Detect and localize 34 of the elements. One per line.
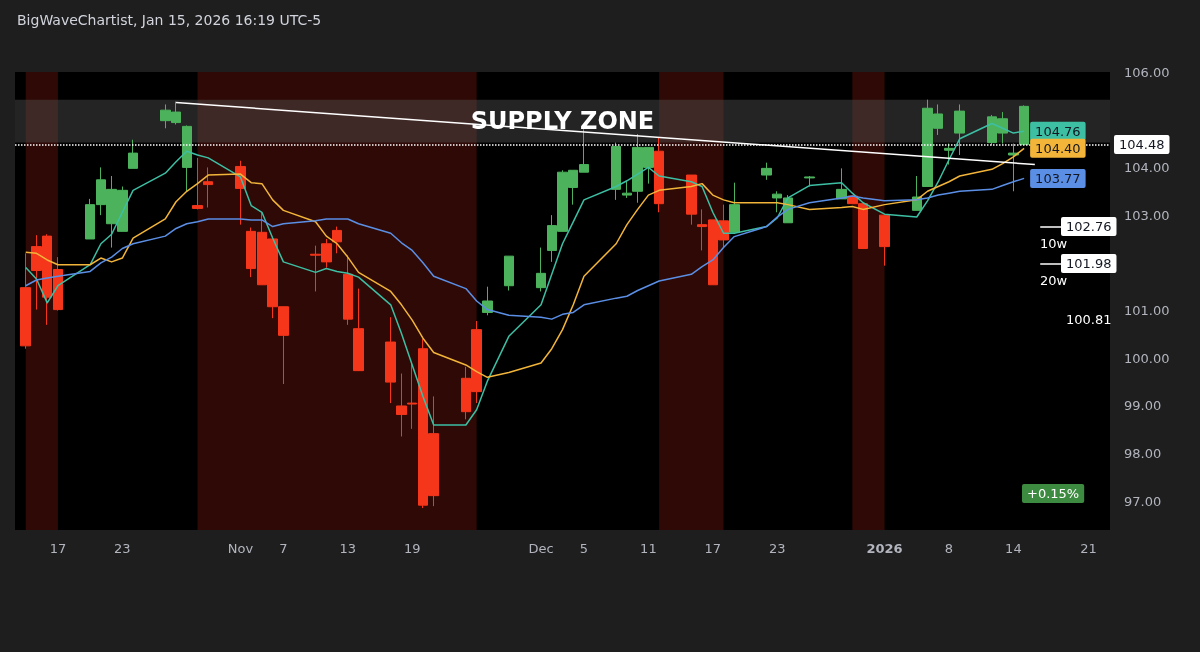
x-tick-label: 23 [114,541,131,556]
x-tick-label: 17 [49,541,67,556]
chart-title: BigWaveChartist, Jan 15, 2026 16:19 UTC-5 [17,12,322,28]
annotation: 102.76 [1066,219,1112,234]
data-label: 104.40 [1035,140,1081,156]
y-tick-label: 106.00 [1124,64,1170,80]
x-tick-label: 2026 [866,541,903,556]
y-tick-label: 100.00 [1124,350,1170,366]
y-tick-label: 103.00 [1124,207,1170,223]
y-tick-label: 98.00 [1124,446,1162,462]
x-tick-label: 14 [1005,541,1022,556]
y-tick-label: 101.00 [1124,303,1170,319]
y-tick-label: 97.00 [1124,493,1162,509]
x-tick-label: 5 [579,541,589,556]
ref-line-label: 20w [1040,272,1068,288]
x-tick-label: 17 [704,541,722,556]
y-tick-label: 104.00 [1124,159,1170,175]
x-tick-label: 11 [640,541,657,556]
data-label: 103.77 [1035,170,1081,186]
ref-line-label: 104.48 [1119,137,1165,153]
x-tick-label: 7 [279,541,288,556]
x-tick-label: 21 [1080,541,1097,556]
x-tick-label: Dec [528,541,554,556]
x-tick-label: Nov [227,541,254,556]
x-tick-label: 8 [944,541,954,556]
ref-line-label: 10w [1040,235,1068,251]
x-tick-label: 19 [403,541,421,556]
x-tick-label: 13 [339,541,357,556]
annotation: +0.15% [1027,486,1080,501]
x-tick-label: 23 [768,541,786,556]
annotation: 100.81 [1066,312,1112,327]
annotation: 101.98 [1066,256,1112,271]
y-tick-label: 99.00 [1124,398,1162,414]
data-label: 104.76 [1035,123,1081,139]
